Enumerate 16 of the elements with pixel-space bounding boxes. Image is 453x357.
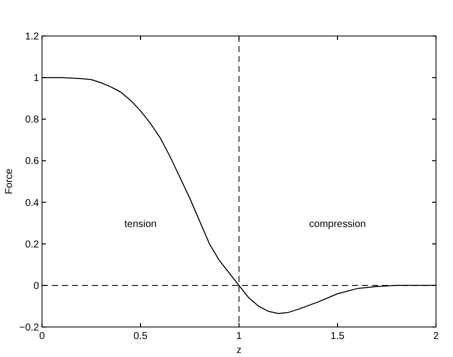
annotation: compression xyxy=(309,219,366,230)
y-tick-label: 1.2 xyxy=(25,32,40,42)
y-tick-label: −0.2 xyxy=(19,322,40,334)
y-tick-label: 0.2 xyxy=(25,239,40,250)
y-tick-label: 0 xyxy=(33,280,40,292)
x-tick-label: 0.5 xyxy=(134,331,148,342)
y-axis-title: Force xyxy=(4,168,15,194)
y-tick-label: 0.6 xyxy=(25,156,40,168)
x-tick-label: 1 xyxy=(236,331,242,342)
x-axis-title: z xyxy=(236,345,242,356)
x-tick-label: 2 xyxy=(433,331,440,342)
y-tick-label: 0.8 xyxy=(25,114,40,126)
x-tick-label: 1.5 xyxy=(330,331,345,342)
annotation: tension xyxy=(124,219,157,230)
y-tick-label: 0.4 xyxy=(25,198,40,209)
y-tick-label: 1 xyxy=(33,73,40,84)
